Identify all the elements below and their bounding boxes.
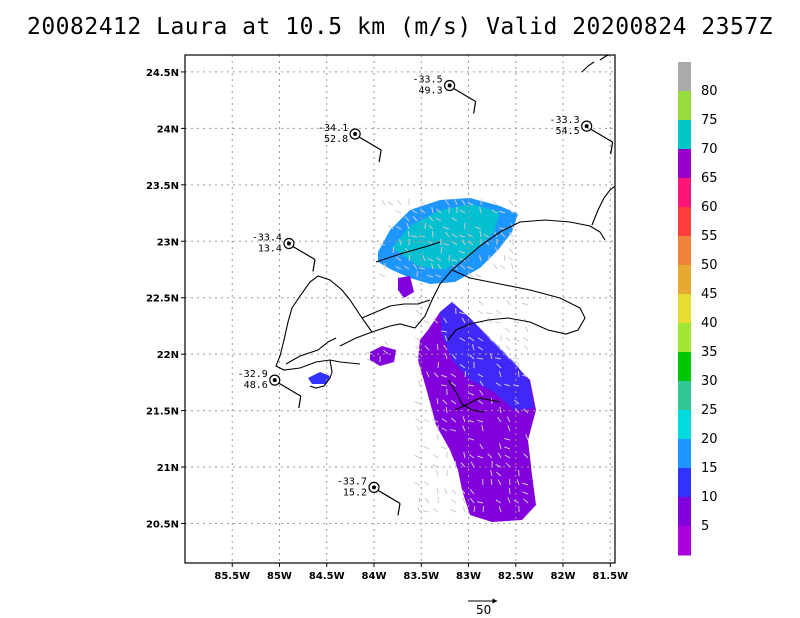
y-tick-label: 23.5N — [146, 181, 179, 192]
station-bottom-value: 13.4 — [258, 244, 282, 255]
colorbar-label: 25 — [701, 403, 718, 418]
y-tick-label: 22.5N — [146, 294, 179, 305]
x-tick-label: 85.5W — [214, 571, 250, 582]
colorbar-segment — [678, 381, 691, 411]
x-tick-label: 84W — [362, 571, 387, 582]
colorbar-label: 60 — [701, 200, 718, 215]
colorbar-label: 65 — [701, 171, 718, 186]
plot-title: 20082412 Laura at 10.5 km (m/s) Valid 20… — [26, 14, 774, 40]
station-marker-icon — [581, 120, 593, 132]
station-top-value: -34.1 — [318, 123, 348, 134]
station-marker-icon — [283, 237, 295, 250]
y-axis-ticks: 24.5N 24N 23.5N 23N 22.5N 22N 21.5N 21N 20.5N — [146, 68, 185, 530]
y-tick-label: 22N — [157, 350, 179, 361]
x-tick-label: 82W — [551, 571, 576, 582]
reference-vector: 50 — [468, 598, 498, 617]
colorbar-segment — [678, 236, 691, 266]
station-marker-icon — [368, 481, 380, 493]
x-tick-label: 83.5W — [403, 571, 439, 582]
station-marker-icon — [349, 128, 361, 140]
station-observation: -33.549.3 — [413, 74, 477, 114]
reference-vector-label: 50 — [476, 603, 491, 617]
y-tick-label: 20.5N — [146, 519, 179, 530]
y-tick-label: 21.5N — [146, 407, 179, 418]
colorbar-label: 10 — [701, 490, 718, 505]
colorbar-segment — [678, 91, 691, 121]
colorbar-segment — [678, 497, 691, 527]
colorbar-label: 75 — [701, 113, 718, 128]
wind-region-south-blue — [440, 302, 534, 410]
station-bottom-value: 54.5 — [556, 126, 580, 137]
wind-region-small — [370, 346, 396, 366]
station-top-value: -33.5 — [413, 74, 443, 85]
x-tick-label: 84.5W — [309, 571, 345, 582]
colorbar-label: 50 — [701, 258, 718, 273]
map-frame — [184, 54, 616, 564]
colorbar-segment — [678, 526, 691, 556]
y-tick-label: 24N — [157, 124, 179, 135]
station-marker-icon — [269, 374, 281, 386]
colorbar-label: 70 — [701, 142, 718, 157]
station-top-value: -33.7 — [337, 476, 367, 487]
surface-observations: -33.549.3 -34.152.8 -33.354.5 -33.413.4 -32.… — [238, 74, 614, 516]
colorbar-label: 45 — [701, 287, 718, 302]
colorbar-segment — [678, 323, 691, 353]
colorbar-segment — [678, 410, 691, 440]
station-bottom-value: 48.6 — [244, 380, 268, 391]
station-top-value: -32.9 — [238, 369, 268, 380]
wind-field — [308, 198, 536, 522]
x-tick-label: 83W — [456, 571, 481, 582]
station-observation: -33.354.5 — [550, 115, 614, 155]
colorbar-label: 80 — [701, 84, 718, 99]
colorbar-segment — [678, 207, 691, 237]
station-observation: -33.413.4 — [252, 233, 316, 272]
station-top-value: -33.4 — [252, 233, 282, 244]
colorbar-label: 5 — [701, 519, 709, 534]
colorbar-segment — [678, 120, 691, 150]
x-tick-label: 85W — [267, 571, 292, 582]
y-tick-label: 21N — [157, 463, 179, 474]
station-top-value: -33.3 — [550, 115, 580, 126]
x-tick-label: 82.5W — [498, 571, 534, 582]
colorbar-label: 55 — [701, 229, 718, 244]
station-observation: -32.948.6 — [238, 369, 302, 409]
station-bottom-value: 15.2 — [343, 487, 367, 498]
station-bottom-value: 49.3 — [419, 85, 443, 96]
colorbar: 80 75 70 65 60 55 50 45 40 35 30 25 20 15 10 5 — [678, 62, 718, 556]
colorbar-label: 20 — [701, 432, 718, 447]
colorbar-label: 35 — [701, 345, 718, 360]
y-tick-label: 23N — [157, 237, 179, 248]
colorbar-segment — [678, 294, 691, 324]
colorbar-segment — [678, 265, 691, 295]
colorbar-segment — [678, 439, 691, 469]
wind-region-north-cyan — [392, 204, 500, 270]
colorbar-segment — [678, 149, 691, 179]
colorbar-label: 40 — [701, 316, 718, 331]
colorbar-segment — [678, 352, 691, 382]
station-bottom-value: 52.8 — [324, 134, 348, 145]
colorbar-label: 15 — [701, 461, 718, 476]
station-marker-icon — [444, 79, 456, 92]
station-observation: -34.152.8 — [318, 123, 382, 163]
y-tick-label: 24.5N — [146, 68, 179, 79]
wind-region-west — [308, 372, 330, 384]
coastline — [275, 55, 615, 413]
map-grid — [185, 55, 615, 563]
colorbar-segment — [678, 468, 691, 498]
colorbar-segment — [678, 62, 691, 92]
colorbar-label: 30 — [701, 374, 718, 389]
wind-region-northwest — [398, 276, 414, 298]
wind-vectors — [366, 198, 529, 513]
x-tick-label: 81.5W — [592, 571, 628, 582]
x-axis-ticks: 85.5W 85W 84.5W 84W 83.5W 83W 82.5W 82W 81.5W — [214, 563, 628, 582]
station-observation: -33.715.2 — [337, 476, 401, 516]
colorbar-segment — [678, 178, 691, 208]
